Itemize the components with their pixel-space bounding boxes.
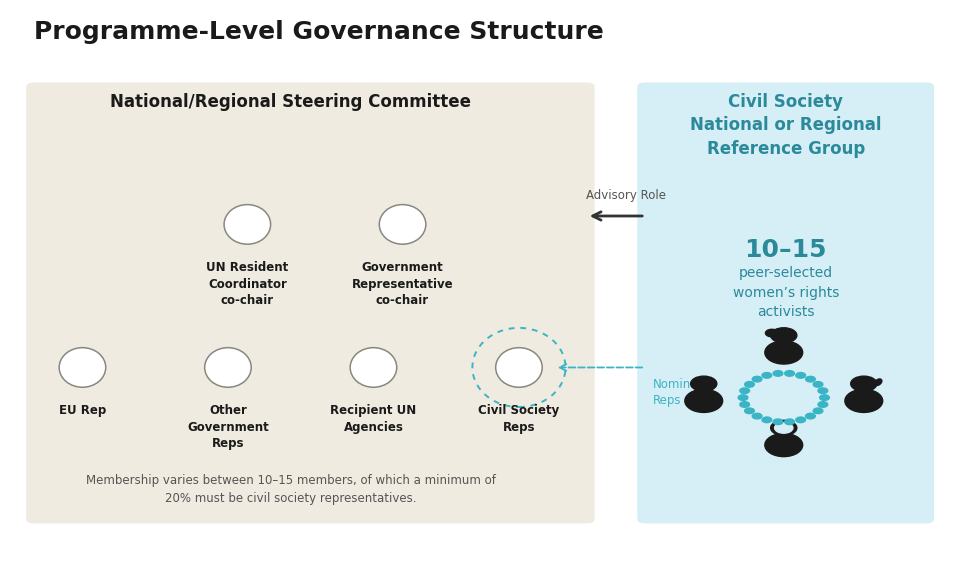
Circle shape [812, 408, 822, 413]
Circle shape [805, 413, 815, 419]
Ellipse shape [224, 205, 270, 244]
Circle shape [769, 420, 797, 435]
Circle shape [765, 329, 778, 337]
Text: Civil Society
National or Regional
Reference Group: Civil Society National or Regional Refer… [689, 93, 881, 158]
Ellipse shape [684, 389, 722, 412]
FancyBboxPatch shape [26, 82, 594, 523]
Ellipse shape [765, 341, 802, 364]
Text: Nominates
Reps: Nominates Reps [652, 378, 716, 407]
Circle shape [739, 388, 749, 393]
Text: Membership varies between 10–15 members, of which a minimum of
20% must be civil: Membership varies between 10–15 members,… [86, 474, 495, 505]
Text: Advisory Role: Advisory Role [585, 189, 665, 202]
Circle shape [744, 408, 754, 413]
Ellipse shape [765, 434, 802, 457]
Text: peer-selected
women’s rights
activists: peer-selected women’s rights activists [732, 266, 838, 319]
Text: Other
Government
Reps: Other Government Reps [187, 404, 268, 450]
Circle shape [744, 381, 754, 387]
Ellipse shape [844, 389, 882, 412]
FancyBboxPatch shape [637, 82, 933, 523]
Circle shape [812, 381, 822, 387]
Text: Government
Representative
co-chair: Government Representative co-chair [352, 261, 453, 307]
Circle shape [769, 328, 797, 343]
Circle shape [751, 413, 761, 419]
Text: Programme-Level Governance Structure: Programme-Level Governance Structure [34, 20, 603, 44]
Text: National/Regional Steering Committee: National/Regional Steering Committee [110, 93, 471, 111]
Circle shape [795, 373, 804, 378]
Circle shape [805, 376, 815, 382]
Circle shape [772, 371, 782, 376]
Circle shape [817, 388, 827, 393]
Ellipse shape [495, 348, 542, 387]
Circle shape [690, 376, 716, 392]
Circle shape [772, 419, 782, 425]
Ellipse shape [874, 379, 881, 385]
Circle shape [751, 376, 761, 382]
Ellipse shape [59, 348, 106, 387]
Text: 10–15: 10–15 [743, 238, 827, 263]
Circle shape [762, 417, 771, 422]
Ellipse shape [379, 205, 425, 244]
Ellipse shape [204, 348, 251, 387]
Circle shape [784, 371, 794, 376]
Ellipse shape [773, 423, 793, 433]
Text: EU Rep: EU Rep [59, 404, 106, 417]
Ellipse shape [350, 348, 396, 387]
Circle shape [795, 417, 804, 422]
Circle shape [762, 373, 771, 378]
Circle shape [739, 402, 749, 407]
Text: UN Resident
Coordinator
co-chair: UN Resident Coordinator co-chair [206, 261, 288, 307]
Circle shape [774, 422, 792, 433]
Circle shape [850, 376, 876, 392]
Text: Civil Society
Reps: Civil Society Reps [478, 404, 559, 434]
Text: Recipient UN
Agencies: Recipient UN Agencies [330, 404, 416, 434]
Circle shape [819, 395, 828, 401]
Circle shape [817, 402, 827, 407]
Circle shape [737, 395, 747, 401]
Circle shape [784, 419, 794, 425]
